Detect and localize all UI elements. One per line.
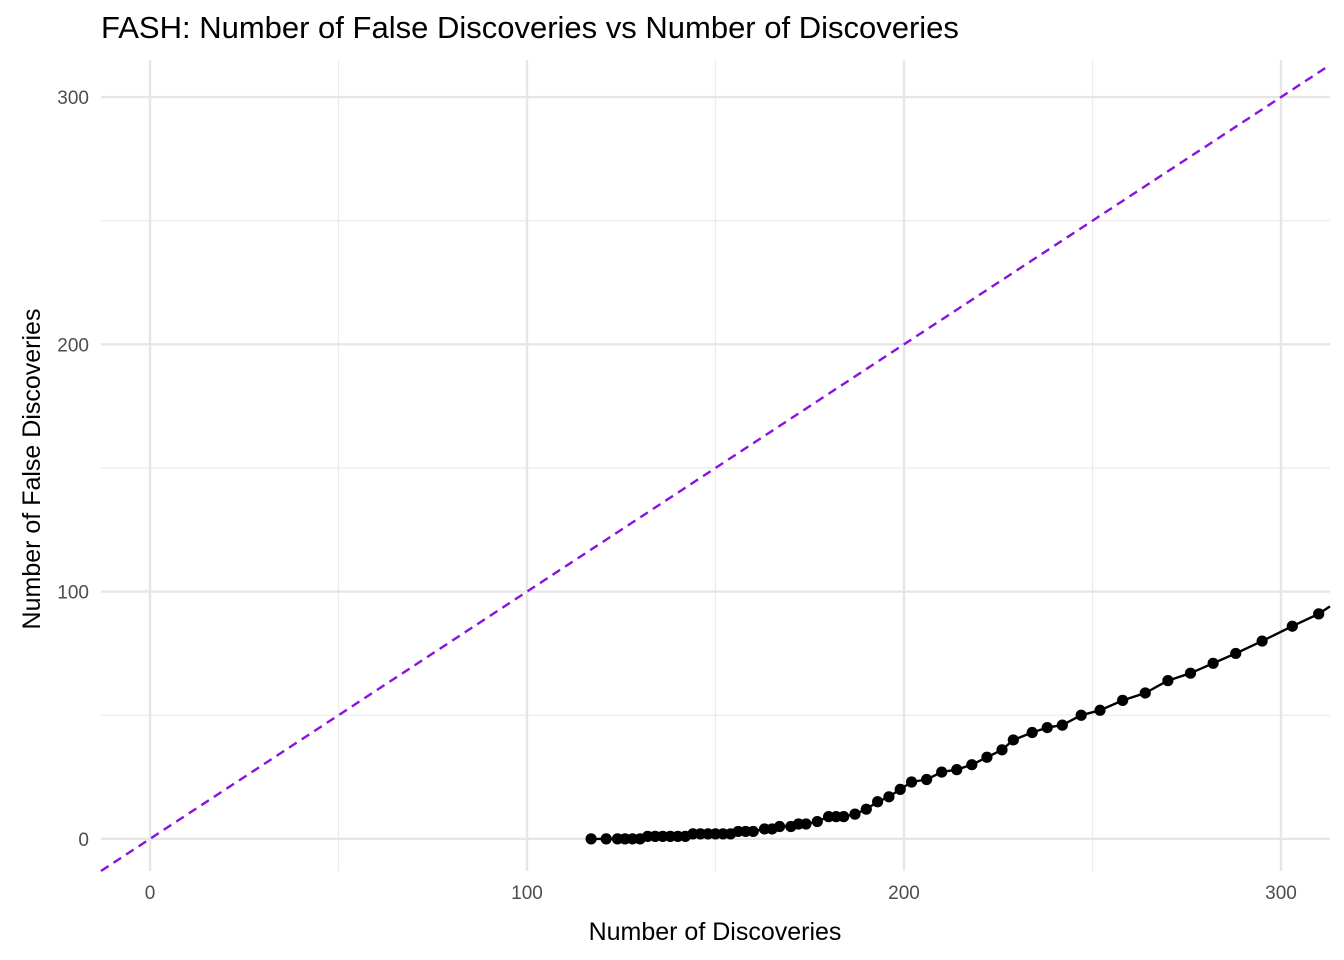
chart-title: FASH: Number of False Discoveries vs Num…	[101, 10, 959, 45]
data-point	[1256, 635, 1268, 647]
data-point	[1026, 726, 1038, 739]
data-point	[849, 808, 861, 820]
data-point	[951, 764, 963, 776]
data-point	[773, 820, 786, 833]
data-point	[1207, 657, 1219, 669]
data-point	[811, 815, 823, 828]
y-tick-label: 100	[57, 583, 89, 604]
series-line	[591, 605, 1331, 841]
data-point	[1184, 667, 1197, 679]
data-point	[996, 744, 1008, 756]
y-tick-label: 300	[57, 88, 89, 109]
data-point	[1007, 734, 1019, 746]
data-point	[585, 833, 597, 845]
data-point	[747, 825, 759, 838]
data-point	[1117, 694, 1129, 706]
data-point	[838, 811, 850, 823]
data-point	[1041, 721, 1053, 734]
y-tick-label: 0	[78, 830, 89, 851]
major-gridlines	[101, 60, 1330, 871]
data-point	[872, 796, 884, 808]
data-point	[894, 783, 906, 796]
data-point	[1313, 608, 1325, 620]
reference-line	[100, 63, 1331, 873]
x-axis-ticks: 0 100 200 300	[145, 883, 1297, 904]
data-point	[600, 833, 612, 845]
data-point	[921, 773, 933, 786]
data-point	[1286, 620, 1298, 632]
data-point	[1075, 709, 1087, 721]
data-point	[966, 759, 978, 771]
x-axis-title: Number of Discoveries	[589, 918, 842, 946]
data-point	[800, 818, 812, 830]
x-tick-label: 0	[145, 883, 156, 904]
data-point	[936, 766, 948, 778]
data-point	[883, 791, 895, 803]
minor-gridlines	[101, 60, 1330, 871]
y-axis-title: Number of False Discoveries	[18, 309, 46, 630]
y-tick-label: 200	[57, 335, 89, 356]
data-point	[1162, 675, 1174, 687]
plot-area	[100, 63, 1331, 873]
x-tick-label: 200	[888, 883, 920, 904]
data-point	[860, 803, 872, 815]
data-point	[1139, 687, 1151, 699]
y-axis-ticks: 0 100 200 300	[57, 88, 89, 851]
x-tick-label: 100	[511, 883, 543, 904]
data-point	[905, 776, 918, 788]
x-tick-label: 300	[1265, 883, 1297, 904]
data-point	[1230, 647, 1242, 660]
data-point	[1094, 704, 1106, 716]
data-point	[1056, 719, 1068, 731]
data-point	[981, 751, 993, 763]
